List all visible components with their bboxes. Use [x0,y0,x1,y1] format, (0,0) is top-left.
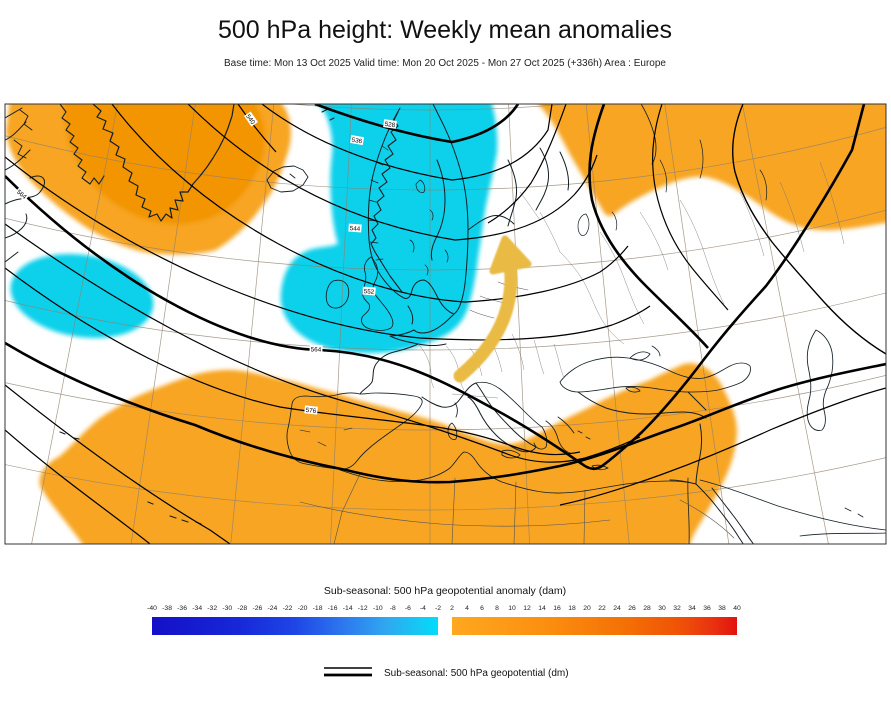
svg-text:-28: -28 [237,605,247,612]
svg-text:552: 552 [363,288,374,296]
svg-text:-40: -40 [147,605,157,612]
svg-text:18: 18 [568,605,576,612]
svg-text:-20: -20 [298,605,308,612]
svg-text:12: 12 [523,605,531,612]
svg-text:Base time: Mon 13 Oct 2025 Val: Base time: Mon 13 Oct 2025 Valid time: M… [224,58,666,69]
svg-text:Sub-seasonal: 500 hPa geopoten: Sub-seasonal: 500 hPa geopotential (dm) [384,668,569,679]
svg-text:500 hPa height: Weekly mean an: 500 hPa height: Weekly mean anomalies [218,16,672,44]
svg-text:16: 16 [553,605,561,612]
svg-text:-10: -10 [373,605,383,612]
svg-text:-6: -6 [405,605,411,612]
svg-text:2: 2 [450,605,454,612]
svg-text:-32: -32 [207,605,217,612]
svg-text:576: 576 [305,407,317,415]
svg-text:26: 26 [628,605,636,612]
svg-text:-38: -38 [162,605,172,612]
svg-text:564: 564 [311,346,322,353]
svg-text:-18: -18 [313,605,323,612]
svg-text:-34: -34 [192,605,202,612]
svg-text:14: 14 [538,605,546,612]
svg-text:-2: -2 [435,605,441,612]
svg-text:36: 36 [703,605,711,612]
svg-text:-22: -22 [283,605,293,612]
svg-text:-24: -24 [267,605,277,612]
svg-text:32: 32 [673,605,681,612]
svg-text:-14: -14 [343,605,353,612]
svg-text:-36: -36 [177,605,187,612]
svg-text:528: 528 [384,121,396,129]
svg-text:-16: -16 [328,605,338,612]
svg-text:Sub-seasonal: 500 hPa geopoten: Sub-seasonal: 500 hPa geopotential anoma… [324,585,566,597]
svg-text:10: 10 [508,605,516,612]
svg-text:-12: -12 [358,605,368,612]
svg-text:-8: -8 [390,605,396,612]
svg-text:536: 536 [351,137,363,146]
svg-text:24: 24 [613,605,621,612]
svg-text:-4: -4 [420,605,426,612]
svg-text:-30: -30 [222,605,232,612]
svg-text:-26: -26 [252,605,262,612]
svg-text:544: 544 [349,225,360,233]
svg-text:28: 28 [643,605,651,612]
svg-text:40: 40 [733,605,741,612]
svg-text:20: 20 [583,605,591,612]
svg-text:6: 6 [480,605,484,612]
svg-text:4: 4 [465,605,469,612]
svg-text:38: 38 [718,605,726,612]
svg-text:34: 34 [688,605,696,612]
svg-text:22: 22 [598,605,606,612]
svg-text:30: 30 [658,605,666,612]
svg-text:8: 8 [495,605,499,612]
